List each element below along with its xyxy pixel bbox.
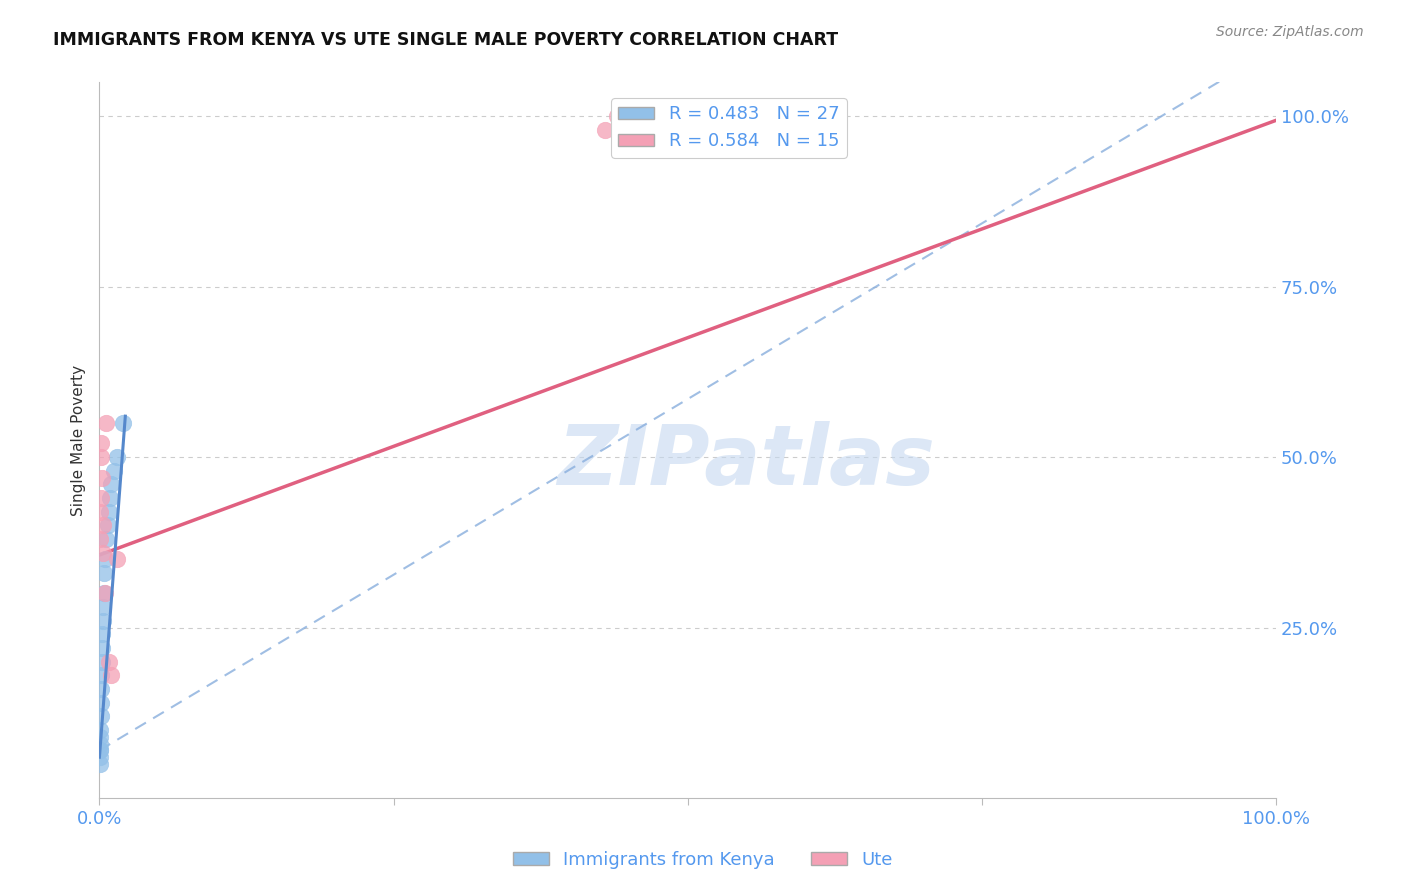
Point bbox=[595, 122, 617, 136]
Point bbox=[105, 450, 128, 464]
Point bbox=[96, 416, 118, 430]
Point bbox=[111, 416, 134, 430]
Legend: R = 0.483   N = 27, R = 0.584   N = 15: R = 0.483 N = 27, R = 0.584 N = 15 bbox=[612, 98, 846, 158]
Point bbox=[89, 743, 111, 757]
Point bbox=[89, 757, 111, 772]
Legend: Immigrants from Kenya, Ute: Immigrants from Kenya, Ute bbox=[506, 844, 900, 876]
Point bbox=[97, 655, 120, 669]
Point bbox=[103, 464, 125, 478]
Point bbox=[100, 477, 122, 491]
Point bbox=[91, 545, 114, 559]
Y-axis label: Single Male Poverty: Single Male Poverty bbox=[72, 365, 86, 516]
Point bbox=[94, 586, 117, 600]
Text: IMMIGRANTS FROM KENYA VS UTE SINGLE MALE POVERTY CORRELATION CHART: IMMIGRANTS FROM KENYA VS UTE SINGLE MALE… bbox=[53, 31, 838, 49]
Point bbox=[91, 600, 114, 615]
Point bbox=[98, 491, 121, 505]
Point bbox=[91, 518, 114, 533]
Point bbox=[90, 491, 112, 505]
Point bbox=[89, 737, 111, 751]
Text: Source: ZipAtlas.com: Source: ZipAtlas.com bbox=[1216, 25, 1364, 39]
Point bbox=[94, 552, 117, 566]
Point bbox=[93, 586, 115, 600]
Point bbox=[90, 470, 112, 484]
Point bbox=[90, 436, 112, 450]
Point bbox=[89, 750, 111, 764]
Point bbox=[606, 109, 628, 123]
Point bbox=[90, 696, 112, 710]
Point bbox=[90, 641, 112, 656]
Point bbox=[90, 655, 112, 669]
Point bbox=[89, 723, 111, 737]
Point bbox=[91, 614, 114, 628]
Point bbox=[97, 505, 120, 519]
Point bbox=[90, 709, 112, 723]
Point bbox=[89, 730, 111, 744]
Point bbox=[97, 518, 120, 533]
Point bbox=[89, 743, 111, 757]
Point bbox=[90, 668, 112, 682]
Text: ZIPatlas: ZIPatlas bbox=[558, 421, 935, 502]
Point bbox=[91, 627, 114, 641]
Point bbox=[93, 566, 115, 580]
Point bbox=[90, 681, 112, 696]
Point bbox=[96, 532, 118, 546]
Point bbox=[100, 668, 122, 682]
Point bbox=[89, 532, 111, 546]
Point bbox=[105, 552, 128, 566]
Point bbox=[89, 505, 111, 519]
Point bbox=[90, 450, 112, 464]
